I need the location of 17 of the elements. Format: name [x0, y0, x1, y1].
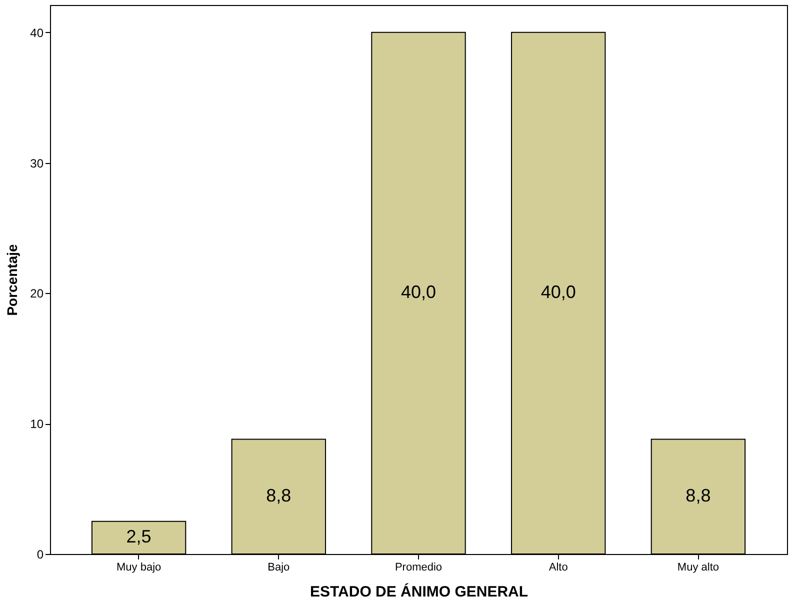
y-tick-label: 0	[36, 548, 44, 562]
y-tick-label: 20	[30, 286, 44, 301]
y-tick-label: 10	[30, 417, 44, 432]
data-label: 40,0	[540, 282, 576, 302]
x-tick-label: Promedio	[394, 562, 442, 574]
x-tick-label: Muy bajo	[116, 562, 162, 574]
y-tick-label: 30	[30, 156, 44, 170]
x-tick-label: Muy alto	[677, 562, 719, 574]
data-label: 2,5	[126, 526, 152, 547]
data-label: 8,8	[266, 486, 292, 506]
data-label: 8,8	[686, 486, 711, 506]
x-tick-label: Alto	[548, 562, 568, 574]
data-label: 40,0	[400, 282, 436, 302]
x-tick-label: Bajo	[268, 562, 290, 574]
y-axis-title: Porcentaje	[4, 244, 20, 316]
y-tick-label: 40	[30, 26, 44, 40]
x-axis-title: ESTADO DE ÁNIMO GENERAL	[310, 582, 528, 600]
